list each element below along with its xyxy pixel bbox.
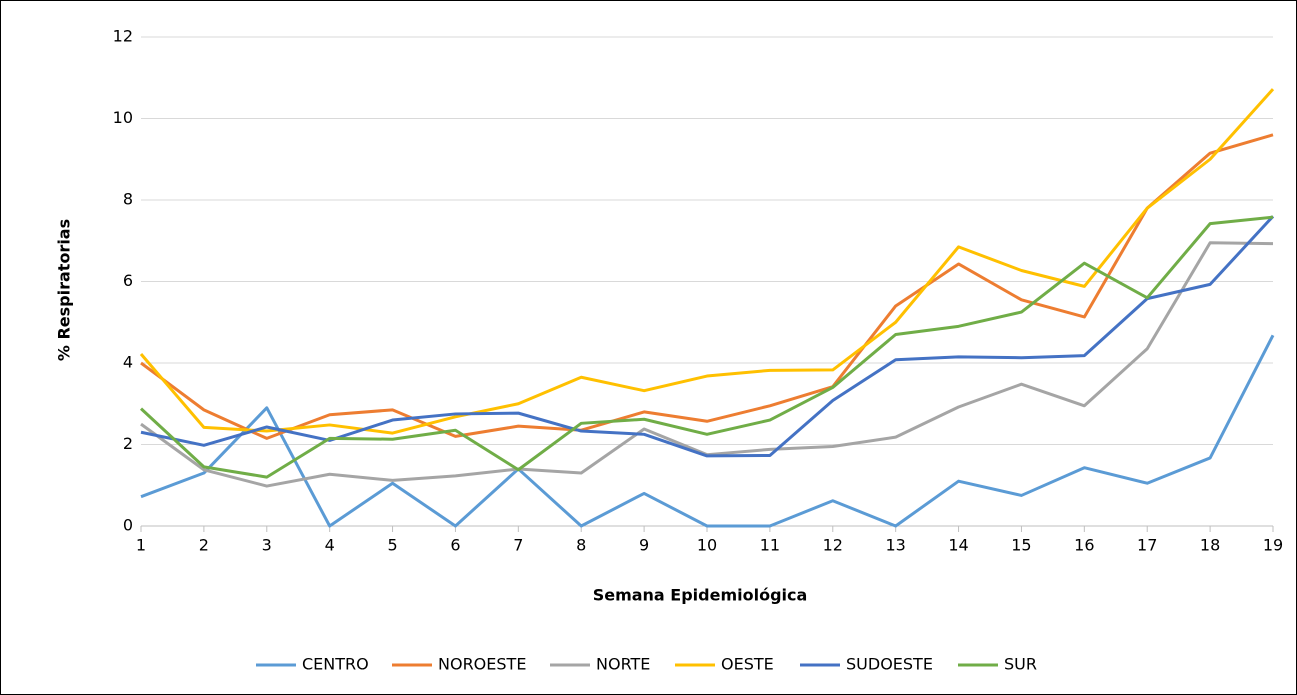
- x-tick-label: 4: [325, 536, 335, 555]
- x-tick-label: 8: [576, 536, 586, 555]
- x-tick-label: 14: [948, 536, 968, 555]
- x-tick-label: 17: [1137, 536, 1157, 555]
- x-tick-label: 13: [885, 536, 905, 555]
- x-tick-label: 1: [136, 536, 146, 555]
- legend-label: SUDOESTE: [846, 655, 933, 674]
- series-line: [140, 334, 1275, 528]
- legend-label: NORTE: [596, 655, 650, 674]
- series-line: [140, 133, 1274, 440]
- x-tick-label: 7: [513, 536, 523, 555]
- y-tick-label: 6: [123, 271, 133, 290]
- x-tick-label: 16: [1074, 536, 1094, 555]
- y-tick-label: 0: [123, 516, 133, 535]
- x-tick-label: 10: [697, 536, 717, 555]
- y-axis-title: % Respiratorias: [55, 219, 74, 361]
- y-tick-label: 8: [123, 190, 133, 209]
- x-tick-label: 6: [450, 536, 460, 555]
- x-tick-label: 2: [199, 536, 209, 555]
- series-line: [139, 215, 1274, 479]
- x-tick-label: 18: [1200, 536, 1220, 555]
- y-tick-label: 2: [123, 434, 133, 453]
- x-tick-label: 19: [1263, 536, 1283, 555]
- y-tick-label: 10: [113, 108, 133, 127]
- legend-label: CENTRO: [302, 655, 369, 674]
- x-tick-label: 9: [639, 536, 649, 555]
- y-tick-label: 4: [123, 353, 133, 372]
- legend-label: SUR: [1004, 655, 1037, 674]
- x-tick-label: 15: [1011, 536, 1031, 555]
- x-axis-title: Semana Epidemiológica: [593, 586, 808, 605]
- x-tick-label: 11: [760, 536, 780, 555]
- legend-label: OESTE: [721, 655, 774, 674]
- y-tick-label: 12: [113, 27, 133, 46]
- x-tick-label: 3: [262, 536, 272, 555]
- legend-label: NOROESTE: [438, 655, 526, 674]
- x-tick-label: 5: [387, 536, 397, 555]
- series-line: [139, 88, 1275, 435]
- x-tick-label: 12: [823, 536, 843, 555]
- series-line: [140, 215, 1275, 458]
